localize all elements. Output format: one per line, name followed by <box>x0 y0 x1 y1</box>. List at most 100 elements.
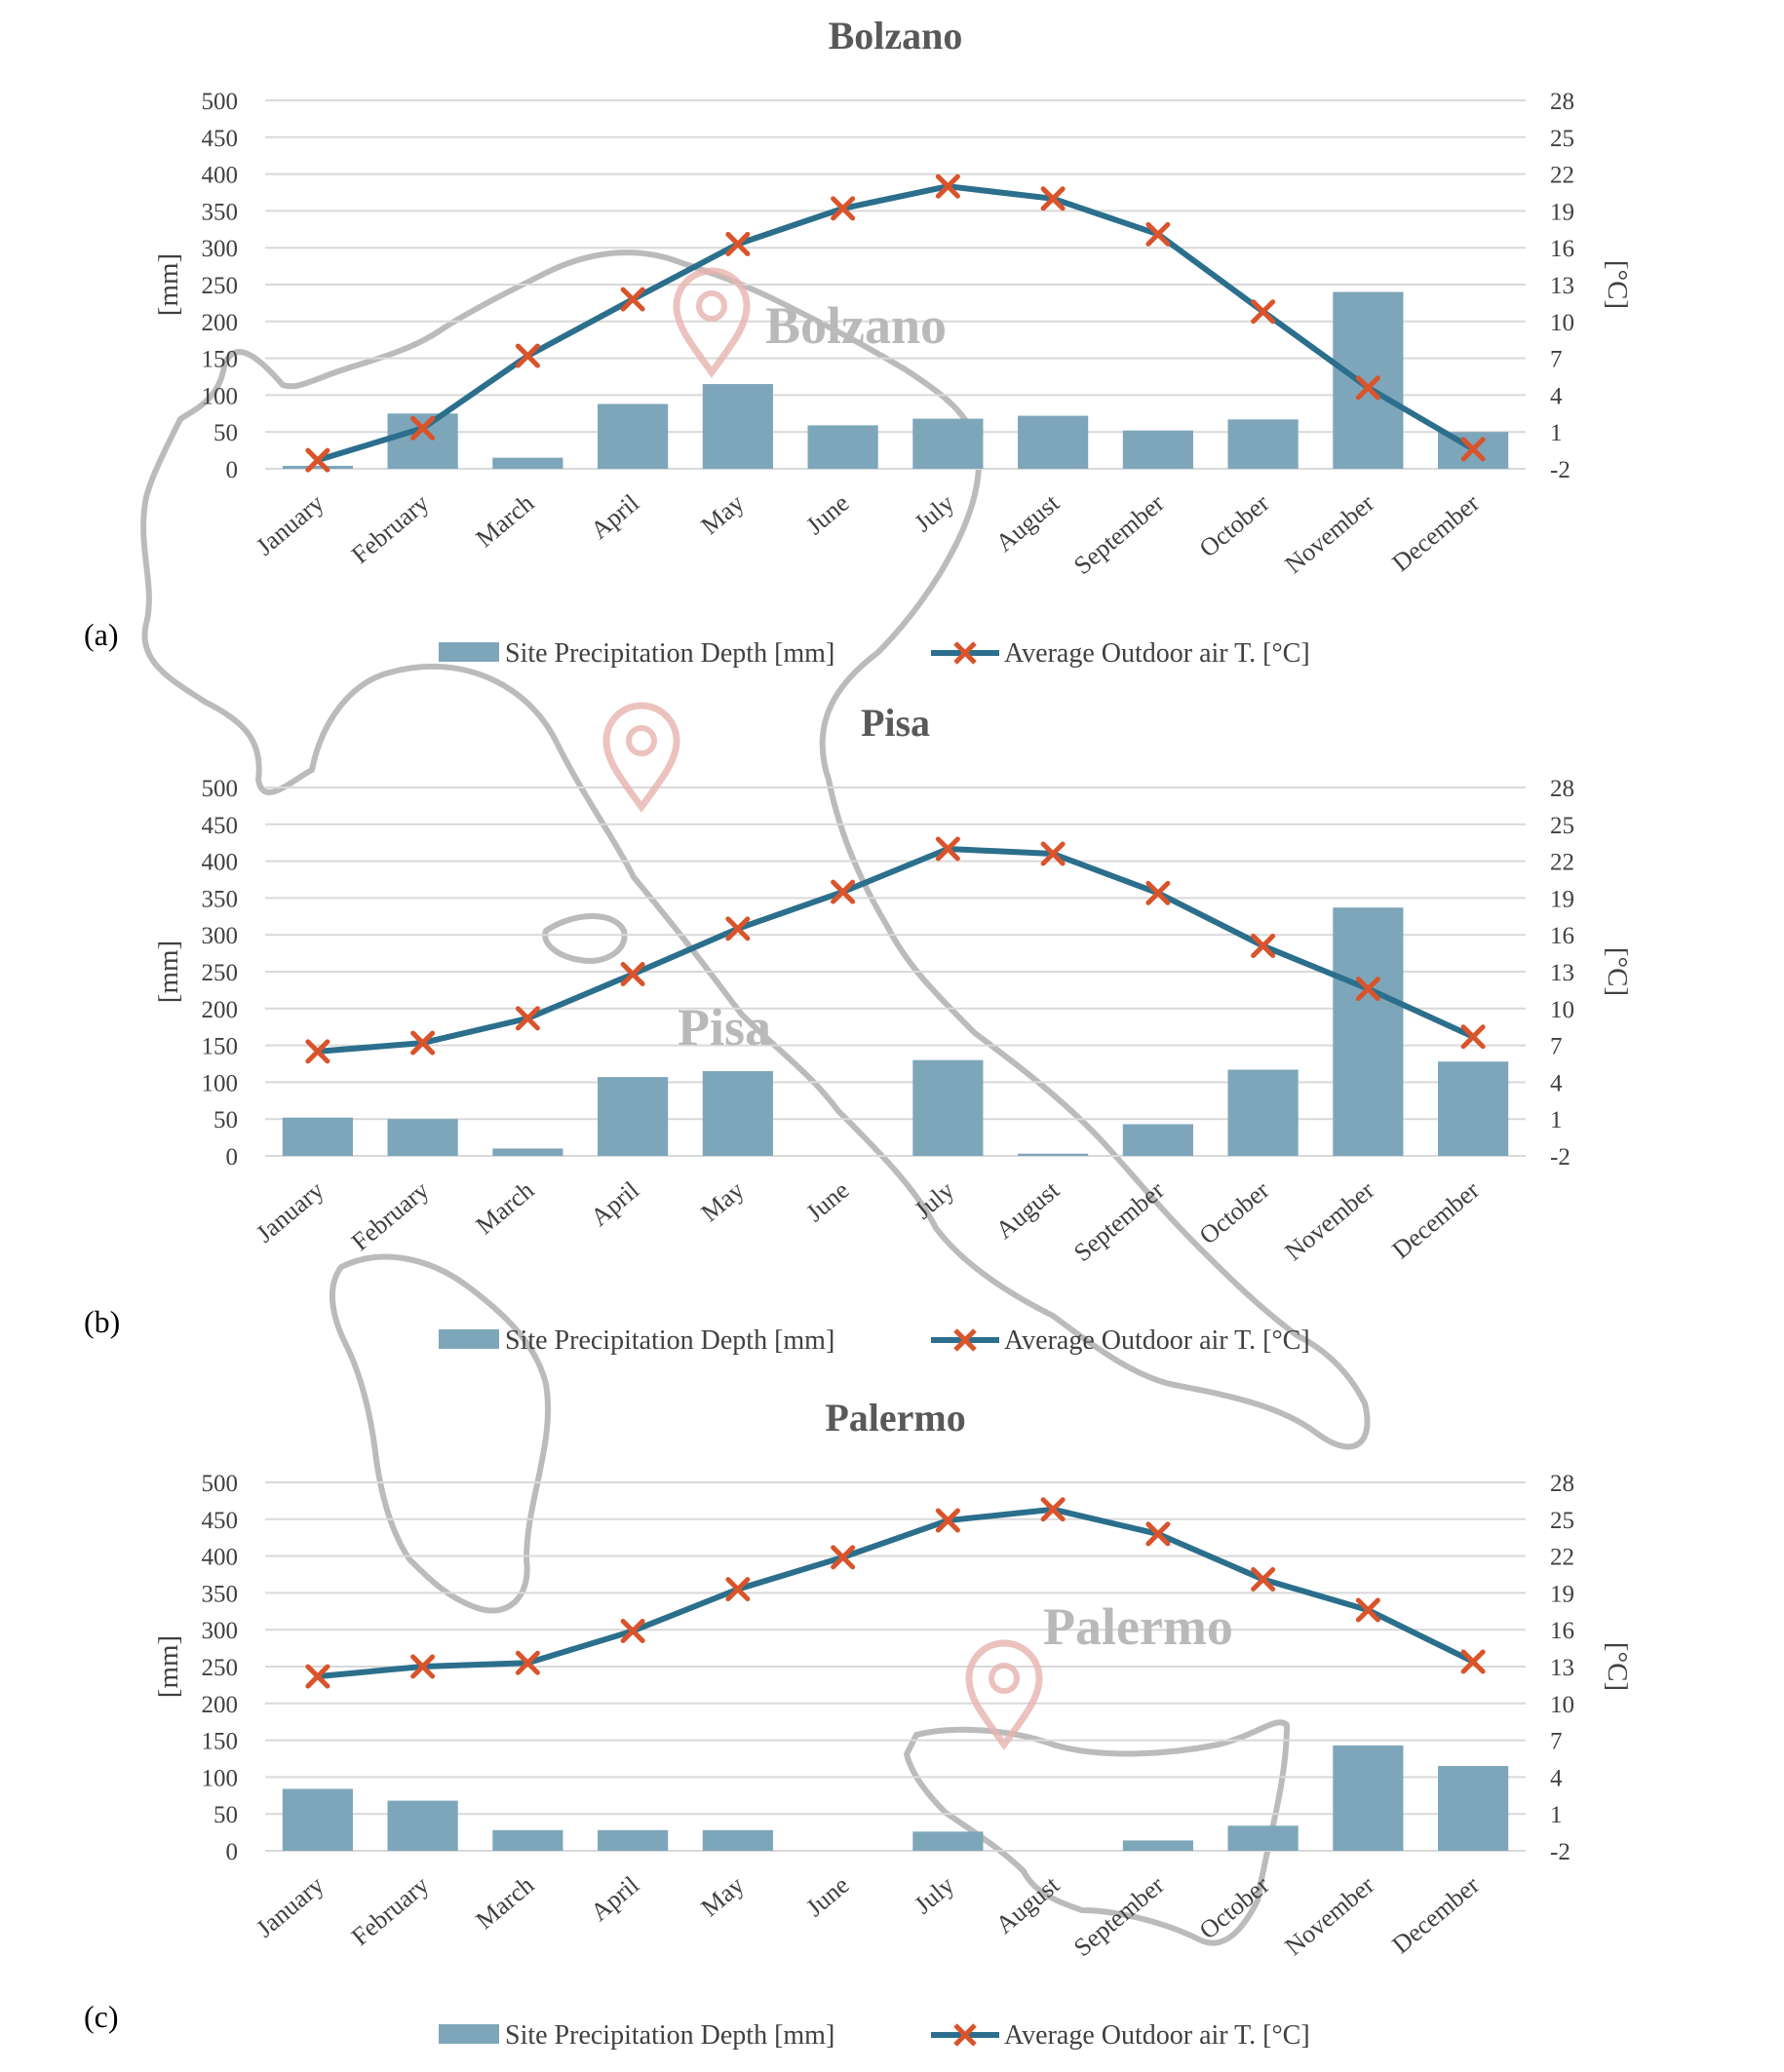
temperature-marker <box>305 1664 330 1689</box>
marker-stroke <box>410 1030 436 1055</box>
legend-line-label: Average Outdoor air T. [°C] <box>1004 2020 1310 2051</box>
marker-stroke <box>515 343 540 368</box>
y-right-tick-label: -2 <box>1550 1839 1571 1865</box>
precipitation-bar <box>1438 1766 1509 1851</box>
y-left-tick-label: 100 <box>202 1765 239 1791</box>
y-left-axis-label: [mm] <box>153 1635 184 1698</box>
marker-stroke <box>515 1650 540 1675</box>
y-left-tick-label: 0 <box>226 1839 239 1865</box>
x-category-label: September <box>1068 1175 1170 1267</box>
elba-outline <box>542 913 628 964</box>
precipitation-bar <box>282 1788 353 1851</box>
x-category-label: April <box>585 488 644 544</box>
legend-bar-swatch <box>439 642 499 662</box>
y-right-tick-label: 22 <box>1550 163 1574 189</box>
legend-bar-label: Site Precipitation Depth [mm] <box>505 2020 834 2051</box>
chart-legend: Site Precipitation Depth [mm] Average Out… <box>439 2020 1310 2051</box>
pin-outline <box>965 1639 1043 1750</box>
panel-label: (b) <box>84 1304 120 1339</box>
precipitation-bar <box>387 1119 458 1156</box>
marker-stroke <box>1460 437 1486 462</box>
temperature-marker <box>1040 1497 1066 1522</box>
precipitation-bar <box>492 457 563 469</box>
marker-stroke <box>935 836 960 862</box>
temperature-marker <box>1251 299 1276 325</box>
y-right-tick-label: 4 <box>1550 383 1563 409</box>
marker-stroke <box>831 196 856 221</box>
chart-legend: Site Precipitation Depth [mm] Average Out… <box>439 1325 1310 1356</box>
temperature-marker <box>515 1650 540 1675</box>
y-left-tick-label: 300 <box>202 236 239 262</box>
y-left-tick-label: 250 <box>202 1655 239 1681</box>
precipitation-bar <box>1122 1124 1193 1156</box>
marker-stroke <box>305 1664 330 1689</box>
temperature-line <box>317 846 1475 1055</box>
temperature-marker <box>1145 880 1171 905</box>
x-category-label: April <box>585 1175 644 1231</box>
y-right-tick-label: 13 <box>1550 273 1574 299</box>
y-right-tick-label: 7 <box>1550 1034 1563 1060</box>
y-right-tick-label: -2 <box>1550 457 1571 483</box>
y-right-tick-label: 10 <box>1550 310 1574 336</box>
precipitation-bar <box>702 1071 773 1156</box>
x-category-label: January <box>251 488 330 560</box>
location-pin-icon <box>965 1639 1043 1750</box>
precipitation-bar <box>1227 1825 1299 1851</box>
y-right-tick-label: 28 <box>1550 1471 1574 1497</box>
x-category-label: August <box>990 488 1066 557</box>
legend-bar-label: Site Precipitation Depth [mm] <box>505 638 834 669</box>
temperature-marker <box>1355 375 1380 401</box>
temperature-marker <box>620 287 645 312</box>
y-right-tick-label: 28 <box>1550 776 1574 802</box>
marker-stroke <box>725 1577 751 1602</box>
y-left-tick-label: 250 <box>202 960 239 986</box>
marker-stroke <box>620 1618 645 1643</box>
sardinia-outline <box>329 1253 552 1614</box>
temperature-marker <box>725 916 751 941</box>
temperature-marker <box>1251 934 1276 959</box>
precipitation-bar <box>702 384 773 469</box>
precipitation-bar <box>1018 1153 1089 1156</box>
precipitation-bar <box>1018 415 1089 469</box>
marker-stroke <box>935 1508 960 1533</box>
y-right-tick-label: 19 <box>1550 1581 1574 1607</box>
temperature-marker <box>1040 841 1066 866</box>
marker-stroke <box>1460 1649 1486 1674</box>
y-right-tick-label: 1 <box>1550 1107 1563 1133</box>
precipitation-bar <box>1333 907 1404 1156</box>
marker-stroke <box>620 962 645 987</box>
temperature-marker <box>1040 186 1066 211</box>
pin-dot <box>626 725 657 756</box>
x-category-label: February <box>346 1870 435 1951</box>
marker-stroke <box>305 1039 330 1064</box>
marker-stroke <box>935 173 960 199</box>
temperature-marker <box>1460 437 1486 462</box>
precipitation-bar <box>387 413 458 469</box>
y-right-axis-label: [°C] <box>1602 260 1633 309</box>
y-left-tick-label: 200 <box>202 997 239 1023</box>
precipitation-bar <box>598 1829 669 1851</box>
legend-marker-swatch <box>953 1328 977 1352</box>
x-category-label: July <box>909 1175 959 1224</box>
y-right-tick-label: 13 <box>1550 1655 1574 1681</box>
y-right-axis-label: [°C] <box>1602 947 1633 996</box>
y-right-tick-label: 7 <box>1550 347 1563 373</box>
y-left-tick-label: 150 <box>202 1729 239 1755</box>
location-pin-icon <box>673 267 751 378</box>
x-category-label: May <box>696 1175 750 1227</box>
y-left-tick-label: 450 <box>202 813 239 839</box>
y-right-tick-label: 16 <box>1550 236 1574 262</box>
watermark-city-label: Bolzano <box>765 296 947 355</box>
y-left-tick-label: 0 <box>226 1144 239 1170</box>
y-left-tick-label: 400 <box>202 163 239 189</box>
y-right-tick-label: 1 <box>1550 1802 1563 1828</box>
marker-stroke <box>1355 1597 1380 1623</box>
y-right-tick-label: 4 <box>1550 1070 1563 1096</box>
temperature-marker <box>831 196 856 221</box>
y-right-tick-label: 22 <box>1550 850 1574 876</box>
temperature-marker <box>515 343 540 368</box>
temperature-marker <box>620 962 645 987</box>
italy-outline <box>140 249 1371 1450</box>
y-left-tick-label: 350 <box>202 886 239 912</box>
watermark-city-label: Palermo <box>1043 1597 1233 1656</box>
